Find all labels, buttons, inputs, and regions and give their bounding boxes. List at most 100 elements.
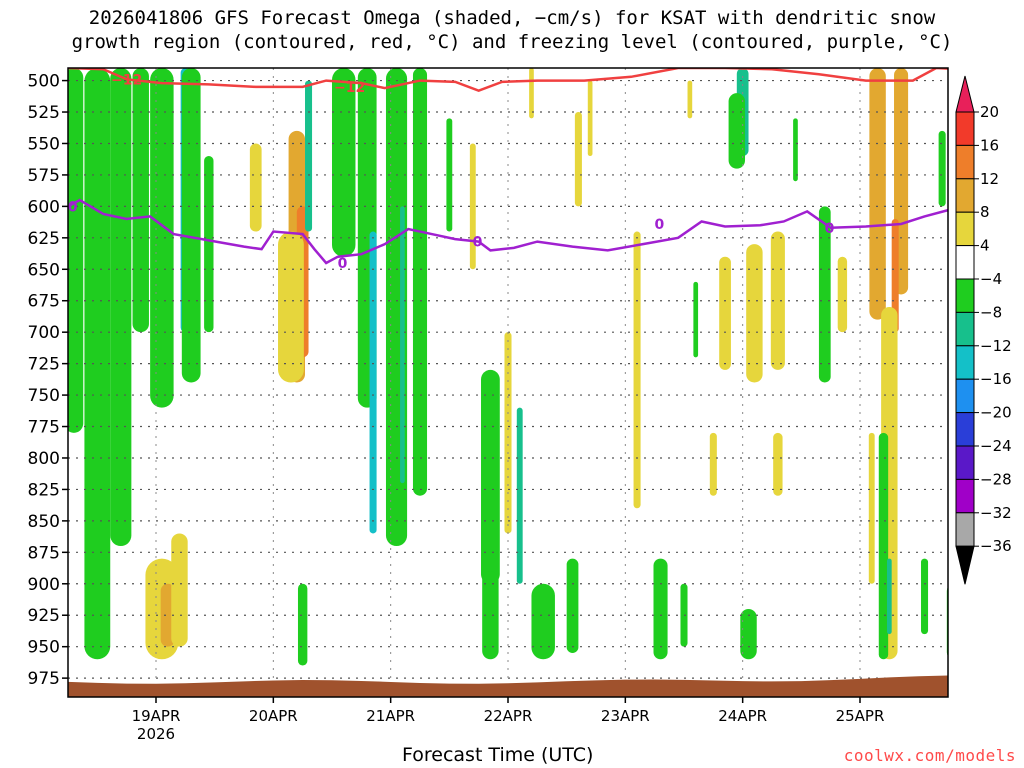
colorbar-segment — [955, 245, 975, 280]
x-tick-label: 22APR — [484, 707, 533, 725]
omega-shade-cell — [878, 432, 889, 660]
colorbar-tick-label: −24 — [980, 437, 1012, 455]
omega-shade-cell — [587, 80, 593, 157]
y-tick-label: 875 — [28, 543, 60, 563]
y-tick-label: 525 — [28, 103, 60, 123]
omega-shade-cell — [529, 68, 534, 119]
omega-shade-cell — [946, 586, 948, 657]
colorbar-segment — [955, 111, 975, 146]
x-year-label: 2026 — [137, 725, 175, 743]
omega-shade-cell — [687, 80, 693, 119]
credit-link[interactable]: coolwx.com/models — [843, 746, 1016, 765]
omega-shade-cell — [132, 68, 149, 333]
y-tick-label: 775 — [28, 418, 60, 438]
omega-shade-cell — [332, 68, 356, 257]
omega-shade-cell — [150, 68, 174, 408]
omega-shade-cell — [278, 231, 304, 383]
omega-shade-cell — [719, 256, 731, 370]
omega-shade-cell — [181, 68, 201, 383]
omega-shade-cell — [531, 583, 555, 660]
x-tick-label: 25APR — [836, 707, 885, 725]
y-tick-label: 650 — [28, 260, 60, 280]
colorbar-segment — [955, 278, 975, 313]
colorbar-segment — [955, 478, 975, 514]
y-tick-label: 850 — [28, 512, 60, 532]
omega-shade-cell — [369, 231, 377, 534]
colorbar-segment — [955, 178, 975, 213]
x-tick-label: 19APR — [132, 707, 181, 725]
omega-shade-cell — [633, 231, 641, 509]
colorbar-segment — [955, 512, 975, 547]
y-tick-label: 725 — [28, 355, 60, 375]
omega-shade-cell — [249, 143, 262, 232]
omega-shading — [68, 68, 948, 666]
freezing-level-label: 0 — [338, 256, 348, 272]
omega-shade-cell — [773, 432, 783, 496]
colorbar-tick-label: −4 — [980, 270, 1002, 288]
dgz-contour-line — [68, 68, 948, 92]
omega-shade-cell — [446, 118, 453, 232]
dgz-contour-label: −12 — [111, 72, 142, 88]
omega-shade-cell — [653, 558, 668, 660]
y-tick-label: 550 — [28, 134, 60, 154]
omega-shade-cell — [868, 432, 875, 584]
dgz-contour-label: −12 — [334, 80, 365, 96]
omega-shade-cell — [693, 281, 699, 358]
y-tick-label: 800 — [28, 449, 60, 469]
colorbar-segment — [955, 412, 975, 447]
freezing-level-label: 0 — [654, 217, 664, 233]
omega-shade-cell — [504, 332, 512, 534]
colorbar-tick-label: −28 — [980, 470, 1012, 488]
colorbar-segment — [955, 378, 975, 414]
colorbar-tick-label: −32 — [980, 504, 1012, 522]
x-tick-label: 20APR — [249, 707, 298, 725]
grid — [68, 68, 948, 697]
y-tick-label: 950 — [28, 638, 60, 658]
omega-shade-cell — [482, 571, 499, 660]
omega-shade-cell — [938, 130, 946, 207]
omega-shade-cell — [869, 68, 886, 320]
omega-shade-cell — [818, 206, 831, 383]
freezing-level-label: 0 — [825, 221, 835, 237]
freezing-level-label: 0 — [68, 199, 78, 215]
omega-shade-cell — [469, 143, 476, 270]
colorbar-segment — [955, 445, 975, 480]
omega-shade-cell — [574, 112, 582, 207]
y-tick-label: 975 — [28, 669, 60, 689]
y-tick-label: 600 — [28, 197, 60, 217]
omega-shade-cell — [740, 608, 757, 660]
colorbar-tick-label: 16 — [980, 136, 999, 154]
omega-shade-cell — [566, 558, 579, 653]
colorbar: 20 16 12 8 4 −4 −8 −12 −16 −20 −24 −28 −32 −36 — [955, 75, 1012, 585]
omega-shade-cell — [921, 558, 929, 635]
omega-shade-cell — [891, 218, 899, 333]
chart-title-line2: growth region (contoured, red, °C) and f… — [71, 31, 953, 53]
colorbar-tick-label: 12 — [980, 170, 999, 188]
colorbar-segment — [955, 211, 975, 247]
omega-shade-cell — [305, 80, 313, 232]
freezing-level-line — [68, 198, 948, 265]
y-tick-label: 700 — [28, 323, 60, 343]
omega-shade-cell — [746, 244, 763, 383]
omega-shade-cell — [481, 369, 500, 584]
colorbar-tick-label: 20 — [980, 103, 999, 121]
omega-shade-cell — [516, 407, 523, 584]
omega-shade-cell — [886, 558, 892, 635]
colorbar-tick-label: −8 — [980, 303, 1002, 321]
y-tick-label: 675 — [28, 292, 60, 312]
y-tick-label: 825 — [28, 480, 60, 500]
omega-shade-cell — [412, 68, 428, 496]
x-tick-label: 24APR — [718, 707, 767, 725]
omega-shade-cell — [68, 68, 84, 433]
omega-shade-cell — [770, 231, 785, 370]
chart-title-line1: 2026041806 GFS Forecast Omega (shaded, −… — [88, 7, 936, 29]
y-tick-label: 925 — [28, 606, 60, 626]
x-tick-label: 23APR — [601, 707, 650, 725]
omega-shade-cell — [400, 206, 405, 484]
omega-shade-cell — [837, 256, 848, 333]
colorbar-segment — [955, 345, 975, 380]
colorbar-bottom-arrow — [955, 545, 975, 585]
colorbar-tick-label: 8 — [980, 203, 990, 221]
y-tick-label: 625 — [28, 229, 60, 249]
